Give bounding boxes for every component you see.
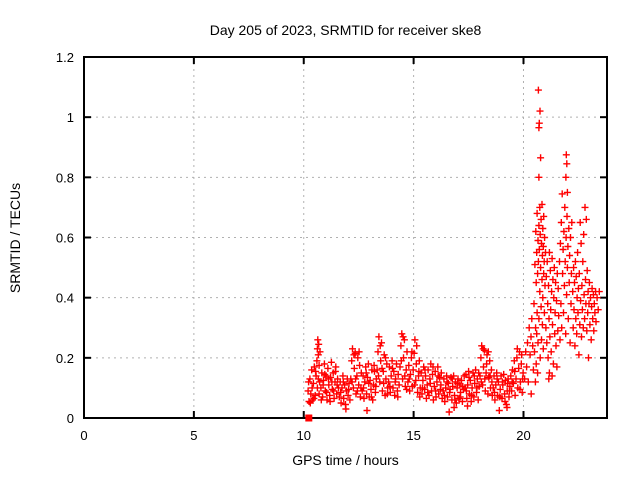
y-tick-label: 0.6 bbox=[56, 231, 74, 246]
y-tick-label: 1 bbox=[67, 110, 74, 125]
y-tick-label: 1.2 bbox=[56, 50, 74, 65]
x-tick-label: 5 bbox=[190, 428, 197, 443]
y-tick-label: 0 bbox=[67, 411, 74, 426]
data-point-flag bbox=[305, 414, 313, 422]
chart-title: Day 205 of 2023, SRMTID for receiver ske… bbox=[209, 22, 482, 38]
x-tick-label: 10 bbox=[297, 428, 311, 443]
data-points-srmtid bbox=[304, 86, 603, 416]
y-tick-label: 0.8 bbox=[56, 170, 74, 185]
x-tick-label: 20 bbox=[516, 428, 530, 443]
y-tick-label: 0.2 bbox=[56, 351, 74, 366]
x-tick-label: 0 bbox=[80, 428, 87, 443]
y-tick-label: 0.4 bbox=[56, 291, 74, 306]
x-tick-label: 15 bbox=[406, 428, 420, 443]
x-axis-label: GPS time / hours bbox=[292, 452, 399, 468]
